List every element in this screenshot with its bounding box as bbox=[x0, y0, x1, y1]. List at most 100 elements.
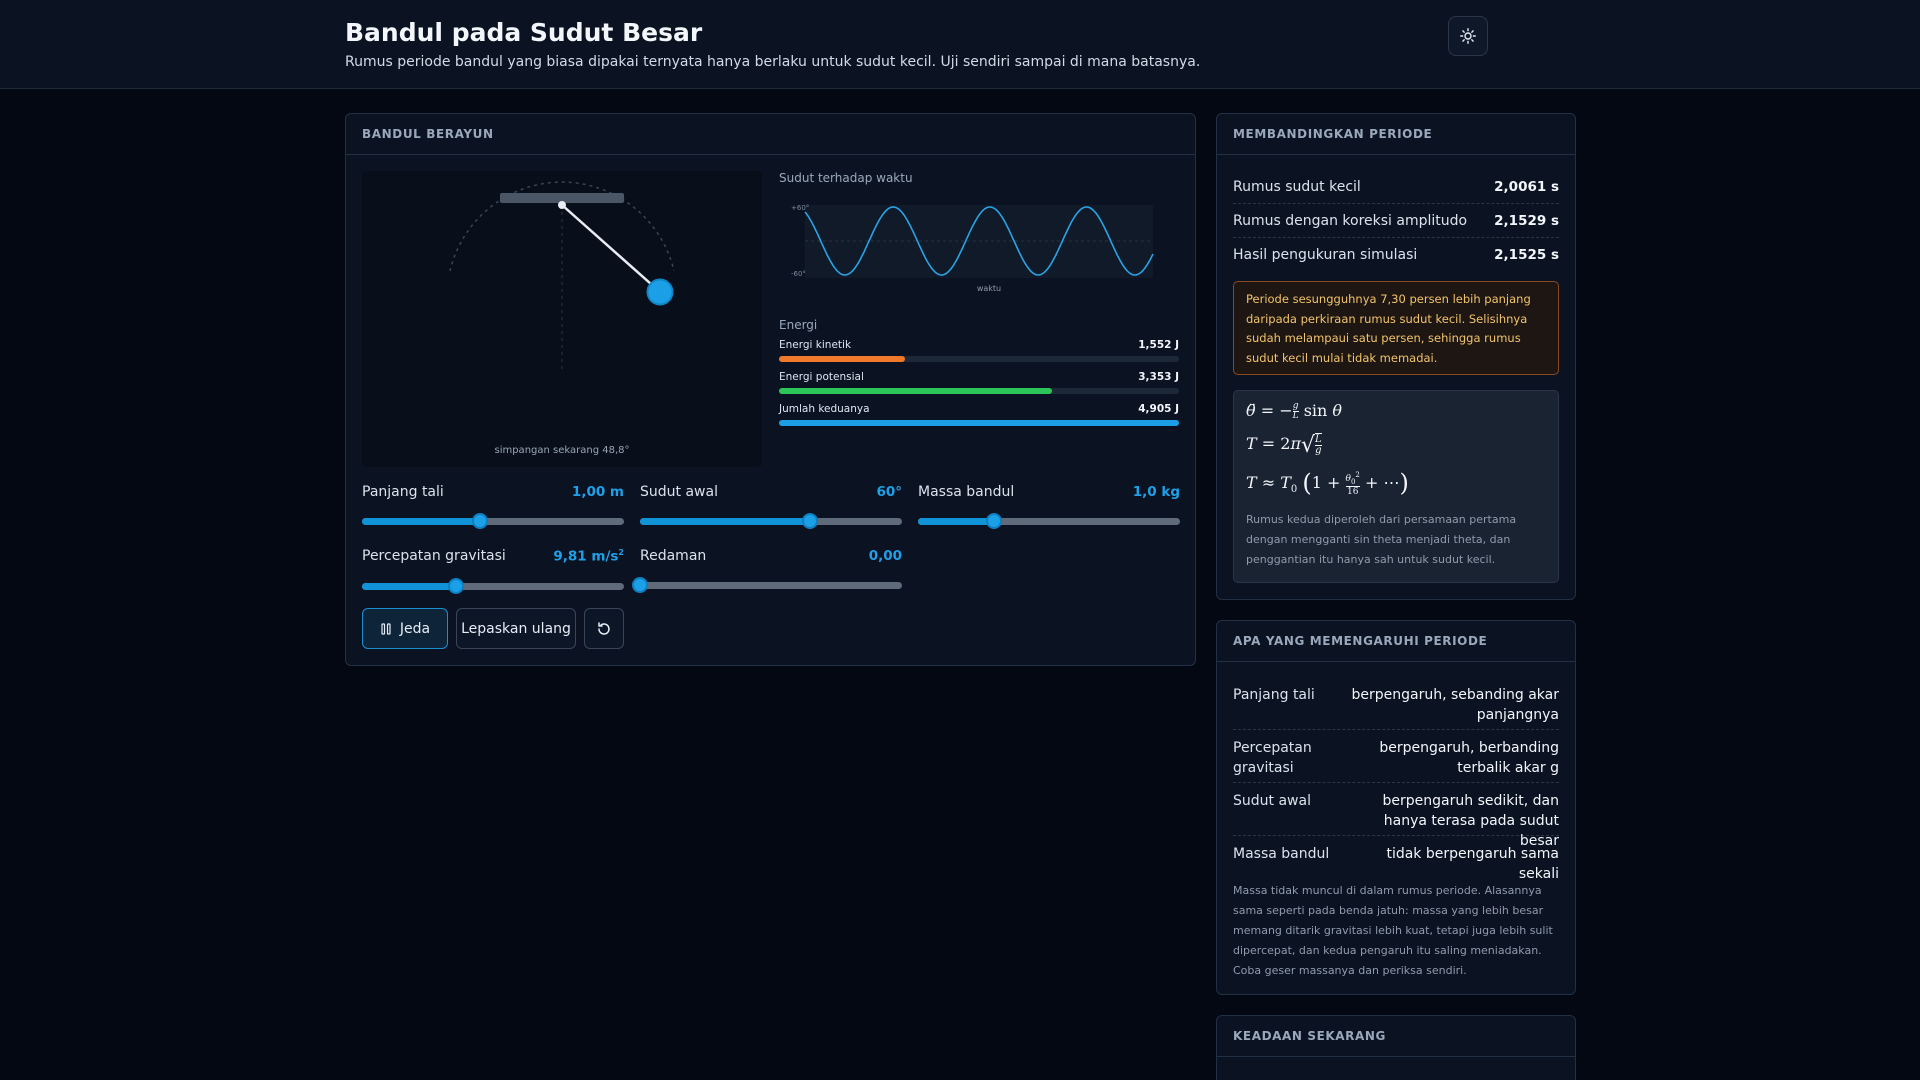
pivot-point bbox=[558, 201, 566, 209]
angle-slider[interactable] bbox=[640, 512, 902, 530]
compare-row-label: Rumus sudut kecil bbox=[1233, 179, 1361, 195]
angle-control: Sudut awal 60° bbox=[640, 484, 902, 530]
factor-row: Sudut awal berpengaruh sedikit, dan hanya… bbox=[1217, 783, 1575, 849]
potential-energy-row: Energi potensial 3,353 J bbox=[779, 371, 1179, 394]
small-angle-formula: T = 2π√L g bbox=[1246, 433, 1322, 458]
gravity-slider[interactable] bbox=[362, 577, 624, 595]
potential-value: 3,353 J bbox=[1138, 371, 1179, 383]
angle-series-line bbox=[804, 206, 1154, 276]
amplitude-correction-formula: T ≈ T0 (1 + θ02 16 + ⋯) bbox=[1246, 469, 1409, 498]
theme-toggle-button[interactable] bbox=[1448, 16, 1488, 56]
sun-icon bbox=[1460, 28, 1476, 44]
damping-value: 0,00 bbox=[868, 548, 902, 564]
angle-graph: Sudut terhadap waktu +60° -60° waktu bbox=[779, 171, 1179, 293]
pause-label: Jeda bbox=[399, 620, 431, 637]
pendulum-string bbox=[561, 204, 661, 293]
compare-heading: MEMBANDINGKAN PERIODE bbox=[1217, 114, 1575, 155]
total-label: Jumlah keduanya bbox=[779, 403, 870, 415]
total-bar bbox=[779, 420, 1179, 426]
gravity-control: Percepatan gravitasi 9,81 m/s2 bbox=[362, 548, 624, 595]
length-value: 1,00 m bbox=[571, 484, 624, 500]
angle-value: 60° bbox=[876, 484, 902, 500]
factor-value: berpengaruh, berbanding terbalik akar g bbox=[1379, 740, 1559, 776]
factor-value: berpengaruh sedikit, dan hanya terasa pa… bbox=[1382, 793, 1559, 849]
page-title: Bandul pada Sudut Besar bbox=[345, 18, 703, 47]
kinetic-bar bbox=[779, 356, 906, 362]
length-control: Panjang tali 1,00 m bbox=[362, 484, 624, 530]
mass-value: 1,0 kg bbox=[1132, 484, 1180, 500]
angle-label: Sudut awal bbox=[640, 484, 718, 500]
formula-box: θ̈ = −g L sin θ T = 2π√L g T ≈ T0 (1 + θ02… bbox=[1233, 390, 1559, 583]
angle-graph-title: Sudut terhadap waktu bbox=[779, 171, 913, 185]
period-warning: Periode sesungguhnya 7,30 persen lebih p… bbox=[1233, 281, 1559, 375]
mass-slider[interactable] bbox=[918, 512, 1180, 530]
damping-slider-thumb[interactable] bbox=[632, 577, 648, 593]
factor-value: berpengaruh, sebanding akar panjangnya bbox=[1351, 687, 1559, 723]
page-header: Bandul pada Sudut Besar Rumus periode ba… bbox=[0, 0, 1920, 89]
period-factors-panel: APA YANG MEMENGARUHI PERIODE Panjang tal… bbox=[1216, 620, 1576, 995]
mass-slider-thumb[interactable] bbox=[985, 513, 1002, 529]
current-state-panel: KEADAAN SEKARANG bbox=[1216, 1015, 1576, 1080]
compare-row-value: 2,0061 s bbox=[1494, 179, 1559, 195]
potential-bar bbox=[779, 388, 1053, 394]
factors-heading: APA YANG MEMENGARUHI PERIODE bbox=[1217, 621, 1575, 662]
compare-row: Rumus dengan koreksi amplitudo 2,1529 s bbox=[1217, 204, 1575, 237]
energy-title: Energi bbox=[779, 318, 818, 332]
factor-row: Percepatan gravitasi berpengaruh, berband… bbox=[1217, 730, 1575, 782]
compare-row: Hasil pengukuran simulasi 2,1525 s bbox=[1217, 238, 1575, 271]
reset-button[interactable] bbox=[584, 608, 624, 649]
factor-label: Massa bandul bbox=[1233, 846, 1330, 862]
reset-icon bbox=[598, 621, 610, 635]
x-axis-label: waktu bbox=[976, 284, 1002, 293]
gravity-label: Percepatan gravitasi bbox=[362, 548, 506, 564]
state-heading: KEADAAN SEKARANG bbox=[1217, 1016, 1575, 1057]
factor-value: tidak berpengaruh sama sekali bbox=[1386, 846, 1559, 882]
factor-row: Massa bandul tidak berpengaruh sama sekal… bbox=[1217, 836, 1575, 882]
mass-control: Massa bandul 1,0 kg bbox=[918, 484, 1180, 530]
potential-label: Energi potensial bbox=[779, 371, 864, 383]
current-angle-caption: simpangan sekarang 48,8° bbox=[494, 445, 630, 456]
length-slider-thumb[interactable] bbox=[471, 513, 488, 529]
mass-note: Massa tidak muncul di dalam rumus period… bbox=[1233, 884, 1553, 977]
release-again-button[interactable]: Lepaskan ulang bbox=[456, 608, 576, 649]
kinetic-energy-row: Energi kinetik 1,552 J bbox=[779, 339, 1179, 362]
release-again-label: Lepaskan ulang bbox=[461, 620, 571, 637]
pendulum-drawing bbox=[449, 181, 675, 371]
kinetic-label: Energi kinetik bbox=[779, 339, 852, 351]
gravity-slider-thumb[interactable] bbox=[448, 577, 465, 594]
gravity-value: 9,81 m/s2 bbox=[553, 548, 624, 565]
factor-label: Panjang tali bbox=[1233, 687, 1315, 703]
page-subtitle: Rumus periode bandul yang biasa dipakai … bbox=[345, 54, 1201, 70]
damping-control: Redaman 0,00 bbox=[632, 548, 902, 594]
equation-of-motion: θ̈ = −g L sin θ bbox=[1246, 401, 1343, 421]
mass-label: Massa bandul bbox=[918, 484, 1015, 500]
y-top-label: +60° bbox=[791, 204, 809, 212]
swing-arc bbox=[449, 181, 675, 272]
kinetic-value: 1,552 J bbox=[1138, 339, 1179, 351]
simulation-panel: BANDUL BERAYUN simpangan sekarang 48,8° … bbox=[345, 113, 1196, 666]
length-slider[interactable] bbox=[362, 512, 624, 530]
pause-icon bbox=[381, 622, 391, 635]
factor-row: Panjang tali berpengaruh, sebanding akar … bbox=[1217, 685, 1575, 729]
simulation-heading: BANDUL BERAYUN bbox=[346, 114, 1195, 155]
pendulum-stage: simpangan sekarang 48,8° bbox=[362, 171, 762, 467]
pivot-bar bbox=[500, 193, 624, 203]
angle-slider-thumb[interactable] bbox=[802, 513, 819, 529]
factor-label: Sudut awal bbox=[1233, 793, 1311, 809]
compare-row-label: Hasil pengukuran simulasi bbox=[1233, 247, 1418, 263]
damping-label: Redaman bbox=[640, 548, 707, 564]
factor-label: Percepatan gravitasi bbox=[1233, 740, 1312, 776]
compare-row-value: 2,1529 s bbox=[1494, 213, 1559, 229]
total-energy-row: Jumlah keduanya 4,905 J bbox=[779, 403, 1179, 426]
angle-graph-plot: +60° -60° bbox=[791, 204, 1154, 278]
compare-period-panel: MEMBANDINGKAN PERIODE Rumus sudut kecil 2… bbox=[1216, 113, 1576, 600]
total-value: 4,905 J bbox=[1138, 403, 1179, 415]
pause-button[interactable]: Jeda bbox=[362, 608, 448, 649]
length-label: Panjang tali bbox=[362, 484, 444, 500]
compare-row-value: 2,1525 s bbox=[1494, 247, 1559, 263]
damping-slider[interactable] bbox=[632, 576, 902, 594]
pendulum-bob bbox=[646, 278, 674, 306]
compare-row-label: Rumus dengan koreksi amplitudo bbox=[1233, 213, 1468, 229]
y-bottom-label: -60° bbox=[791, 270, 806, 278]
formula-note: Rumus kedua diperoleh dari persamaan per… bbox=[1246, 513, 1517, 566]
